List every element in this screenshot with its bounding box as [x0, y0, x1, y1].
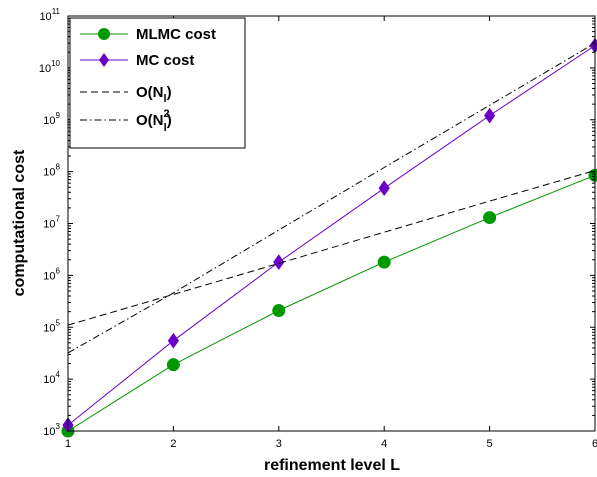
y-tick-label: 1011: [39, 7, 60, 23]
y-tick-label: 1010: [39, 59, 61, 75]
y-tick-label: 105: [43, 318, 60, 334]
x-tick-label: 1: [65, 438, 71, 450]
legend-label-2: O(Nl): [136, 84, 172, 105]
x-tick-label: 2: [170, 438, 176, 450]
y-tick-label: 103: [43, 422, 60, 438]
data-point-1: [378, 180, 390, 197]
data-point-0: [377, 255, 391, 269]
data-point-1: [273, 254, 285, 270]
legend-label-0: MLMC cost: [136, 26, 216, 43]
plot-lines: [61, 37, 597, 438]
legend-label-1: MC cost: [136, 52, 194, 69]
legend-box: [69, 17, 246, 149]
legend-marker-1: [99, 53, 109, 67]
y-tick-label: 106: [43, 266, 60, 282]
data-point-1: [483, 107, 496, 124]
series-line-2: [67, 170, 596, 326]
data-point-0: [166, 358, 180, 372]
y-tick-label: 104: [43, 370, 60, 386]
data-point-1: [167, 332, 180, 349]
series-line-1: [67, 45, 596, 426]
x-tick-label: 3: [276, 438, 282, 450]
y-tick-label: 108: [43, 163, 60, 179]
data-point-0: [272, 304, 286, 318]
data-point-1: [589, 37, 597, 54]
x-tick-label: 5: [487, 438, 493, 450]
data-point-0: [483, 211, 497, 225]
y-tick-label: 109: [43, 111, 60, 127]
x-tick-label: 4: [381, 438, 387, 450]
x-tick-label: 6: [592, 438, 597, 450]
x-axis-label: refinement level L: [264, 457, 400, 474]
series-line-3: [67, 42, 596, 354]
legend-marker-0: [98, 28, 110, 40]
y-axis-label: computational cost: [11, 149, 28, 296]
series-line-0: [67, 174, 596, 432]
y-tick-label: 107: [43, 215, 60, 231]
